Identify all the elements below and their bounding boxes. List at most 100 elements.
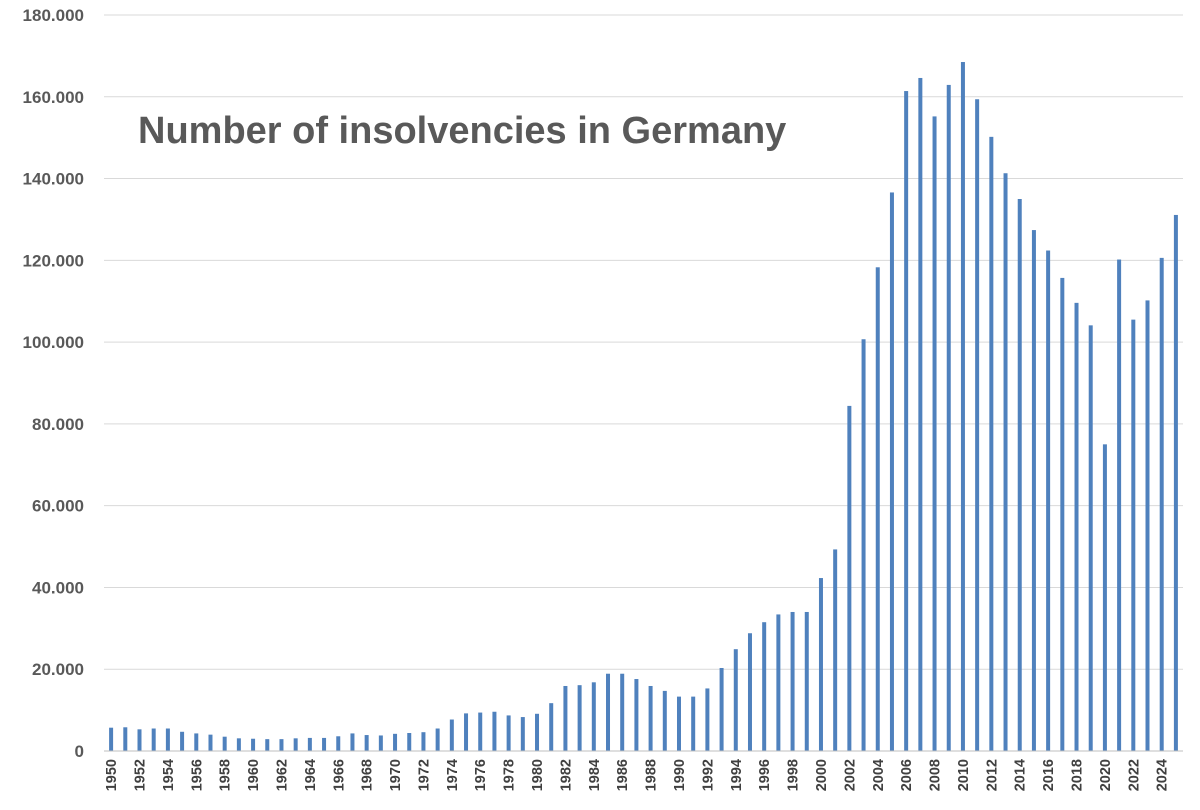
x-tick-label: 1996 (757, 759, 773, 791)
bar-1960 (251, 738, 256, 751)
bar-1975 (464, 713, 469, 751)
bar-1995 (747, 633, 752, 751)
bar-1986 (620, 673, 625, 751)
bar-1989 (662, 690, 667, 751)
bar-1954 (165, 728, 170, 751)
x-tick-label: 1980 (530, 759, 546, 791)
bar-1982 (563, 685, 568, 751)
bar-2005 (889, 192, 894, 752)
bar-2009 (946, 84, 951, 752)
bar-1962 (279, 739, 284, 751)
bar-1953 (151, 728, 156, 751)
bar-2004 (875, 267, 880, 751)
bar-1996 (762, 622, 767, 751)
x-tick-label: 1952 (132, 759, 148, 791)
x-tick-label: 1956 (189, 759, 205, 791)
bar-1992 (705, 688, 710, 751)
x-tick-label: 1972 (416, 759, 432, 791)
x-axis-tick-labels: 1950 1952 1954 1956 1958 1960 1962 1964 1966 1968… (104, 759, 1171, 791)
bar-1967 (350, 733, 355, 751)
x-tick-label: 1970 (388, 759, 404, 791)
y-tick-label: 0 (75, 742, 84, 761)
bar-1977 (492, 711, 497, 751)
bar-1998 (790, 611, 795, 751)
y-tick-label: 120.000 (23, 251, 84, 270)
bar-2007 (918, 77, 923, 752)
x-tick-label: 1998 (786, 759, 802, 791)
x-tick-label: 1982 (558, 759, 574, 791)
x-tick-label: 1992 (700, 759, 716, 791)
bar-1969 (378, 735, 383, 751)
bar-1991 (691, 696, 696, 751)
bar-2000 (818, 578, 823, 751)
y-tick-label: 40.000 (32, 578, 84, 597)
bar-1965 (322, 737, 327, 751)
bar-2018 (1074, 302, 1079, 751)
bar-2011 (975, 99, 980, 752)
bar-2002 (847, 405, 852, 751)
x-tick-label: 2020 (1098, 759, 1114, 791)
x-tick-label: 2006 (899, 759, 915, 791)
x-tick-label: 1950 (104, 759, 120, 791)
x-tick-label: 1964 (303, 759, 319, 791)
bar-1951 (123, 727, 128, 751)
bar-1999 (804, 611, 809, 751)
bar-1957 (208, 734, 213, 751)
bar-1972 (421, 732, 426, 751)
bars (109, 62, 1178, 752)
bar-2023 (1145, 300, 1150, 751)
bar-2016 (1046, 250, 1051, 751)
x-tick-label: 1958 (218, 759, 234, 791)
bar-1971 (407, 733, 412, 751)
x-tick-label: 2008 (928, 759, 944, 791)
bar-2003 (861, 339, 866, 751)
x-tick-label: 1966 (331, 759, 347, 791)
x-tick-label: 2002 (842, 759, 858, 791)
x-tick-label: 1986 (615, 759, 631, 791)
y-tick-label: 80.000 (32, 415, 84, 434)
bar-1981 (549, 703, 554, 751)
bar-1973 (435, 728, 440, 751)
bar-1997 (776, 614, 781, 751)
x-tick-label: 1994 (729, 759, 745, 791)
bar-1983 (577, 685, 582, 751)
x-tick-label: 2012 (984, 759, 1000, 791)
x-tick-label: 1962 (274, 759, 290, 791)
bar-2006 (904, 91, 909, 751)
chart-title: Number of insolvencies in Germany (138, 110, 787, 152)
bar-1952 (137, 729, 142, 751)
y-tick-label: 140.000 (23, 170, 84, 189)
x-tick-label: 2016 (1041, 759, 1057, 791)
bar-1964 (307, 737, 312, 751)
bar-2012 (989, 136, 994, 752)
bar-2020 (1102, 444, 1107, 751)
y-tick-label: 20.000 (32, 660, 84, 679)
bar-1985 (606, 673, 611, 751)
x-tick-label: 2014 (1013, 759, 1029, 791)
y-tick-label: 180.000 (23, 6, 84, 25)
bar-2022 (1131, 319, 1136, 751)
bar-2019 (1088, 325, 1093, 751)
bar-1978 (506, 715, 511, 751)
bar-1968 (364, 735, 369, 751)
x-tick-label: 2022 (1126, 759, 1142, 791)
x-tick-label: 1968 (360, 759, 376, 791)
x-tick-label: 2018 (1070, 759, 1086, 791)
bar-1987 (634, 679, 639, 751)
bar-1950 (109, 727, 114, 751)
bar-1993 (719, 667, 724, 751)
x-tick-label: 1988 (644, 759, 660, 791)
x-tick-label: 2010 (956, 759, 972, 791)
y-tick-label: 160.000 (23, 88, 84, 107)
bar-1966 (336, 736, 341, 751)
bar-2025 (1173, 214, 1178, 752)
bar-1961 (265, 739, 270, 751)
bar-1980 (535, 713, 540, 751)
x-tick-label: 1974 (445, 759, 461, 791)
y-tick-label: 60.000 (32, 497, 84, 516)
x-tick-label: 2004 (871, 759, 887, 791)
x-tick-label: 2000 (814, 759, 830, 791)
bar-1990 (676, 696, 681, 751)
bar-1984 (591, 682, 596, 751)
bar-1970 (393, 733, 398, 751)
